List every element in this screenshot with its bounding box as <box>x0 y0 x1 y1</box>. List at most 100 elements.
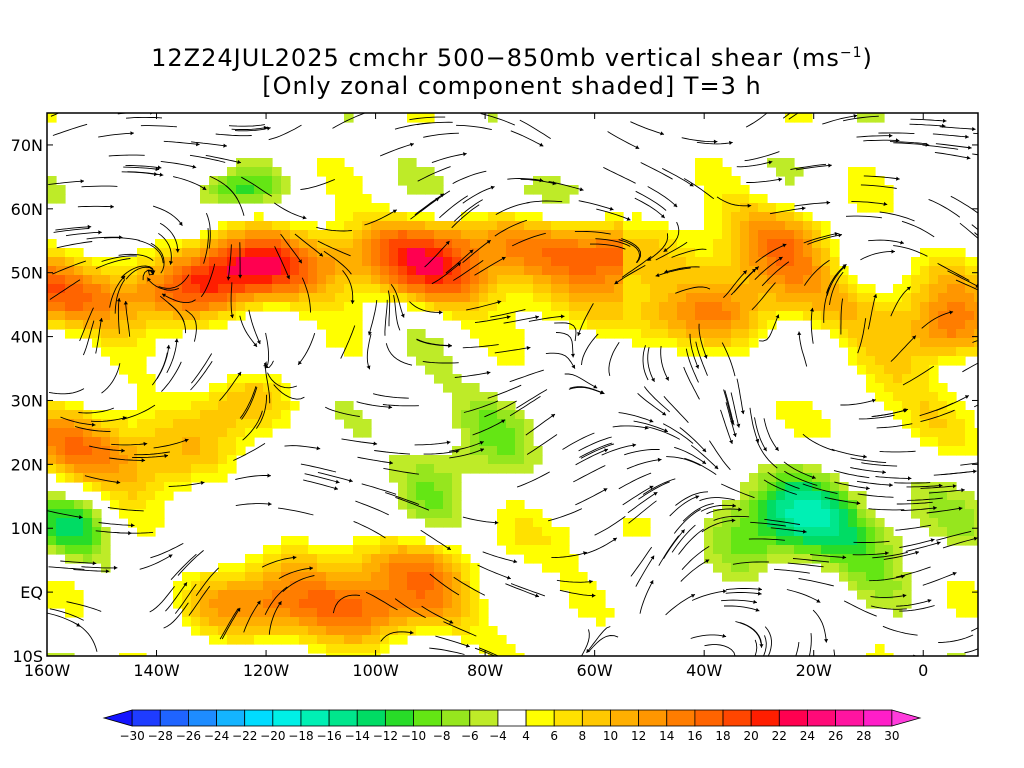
streamline <box>161 361 182 392</box>
streamline-arrowhead <box>811 475 816 480</box>
shade-cell <box>290 284 300 294</box>
shade-cell <box>893 590 903 600</box>
streamline <box>548 180 584 191</box>
streamline-arrowhead <box>373 441 378 446</box>
shade-cell <box>362 194 372 204</box>
shade-cell <box>929 284 939 294</box>
shade-cell <box>614 284 624 294</box>
shade-cell <box>803 482 813 492</box>
shade-cell <box>920 410 930 420</box>
shade-cell <box>857 590 867 600</box>
shade-cell <box>695 230 705 240</box>
shade-cell <box>794 419 804 429</box>
shade-cell <box>416 275 426 285</box>
streamline-arrowhead <box>738 507 742 512</box>
streamline-arrowhead <box>226 276 231 281</box>
shade-cell <box>677 248 687 258</box>
shade-cell <box>794 527 804 537</box>
shade-cell <box>911 320 921 330</box>
shade-cell <box>812 293 822 303</box>
shade-cell <box>470 293 480 303</box>
shade-cell <box>893 356 903 366</box>
shade-cell <box>560 545 570 555</box>
shade-cell <box>353 293 363 303</box>
shade-cell <box>920 302 930 312</box>
shade-cell <box>326 338 336 348</box>
shade-cell <box>515 329 525 339</box>
shade-cell <box>632 275 642 285</box>
shade-cell <box>533 185 543 195</box>
shade-cell <box>929 329 939 339</box>
shade-cell <box>245 383 255 393</box>
shade-cell <box>497 320 507 330</box>
streamline <box>575 448 609 466</box>
shade-cell <box>956 338 966 348</box>
streamline <box>934 151 971 159</box>
shade-cell <box>731 527 741 537</box>
shade-cell <box>416 248 426 258</box>
shade-cell <box>785 311 795 321</box>
shade-cell <box>515 509 525 519</box>
streamline-arrowhead <box>747 203 752 208</box>
streamline <box>422 360 459 364</box>
streamline <box>420 529 452 551</box>
shade-cell <box>704 545 714 555</box>
shade-cell <box>146 482 156 492</box>
shade-cell <box>272 185 282 195</box>
shade-cell <box>479 230 489 240</box>
shade-cell <box>461 464 471 474</box>
shade-cell <box>371 590 381 600</box>
shade-cell <box>110 329 120 339</box>
shade-cell <box>47 527 57 537</box>
shade-cell <box>191 455 201 465</box>
shade-cell <box>767 482 777 492</box>
shade-cell <box>848 491 858 501</box>
shade-cell <box>452 383 462 393</box>
shade-cell <box>848 329 858 339</box>
shade-cell <box>803 410 813 420</box>
shade-cell <box>227 383 237 393</box>
shade-cell <box>119 338 129 348</box>
shade-cell <box>263 230 273 240</box>
shade-cell <box>218 401 228 411</box>
streamline <box>637 392 667 416</box>
shade-cell <box>434 284 444 294</box>
shade-cell <box>569 230 579 240</box>
shade-cell <box>416 572 426 582</box>
shade-cell <box>191 392 201 402</box>
shade-cell <box>443 293 453 303</box>
shade-cell <box>281 536 291 546</box>
streamline <box>932 133 969 138</box>
streamline <box>868 508 905 511</box>
shade-cell <box>56 473 66 483</box>
lon-label: 140W <box>133 661 180 680</box>
streamline-arrowhead <box>990 355 994 359</box>
shade-cell <box>758 545 768 555</box>
shade-cell <box>110 302 120 312</box>
streamline <box>168 302 187 334</box>
shade-cell <box>425 617 435 627</box>
shade-cell <box>713 545 723 555</box>
shade-cell <box>776 230 786 240</box>
shade-cell <box>677 257 687 267</box>
shade-cell <box>164 320 174 330</box>
shade-cell <box>119 329 129 339</box>
streamline-arrowhead <box>445 241 450 245</box>
shade-cell <box>956 419 966 429</box>
shade-cell <box>263 617 273 627</box>
shade-cell <box>794 230 804 240</box>
shade-cell <box>452 392 462 402</box>
shade-cell <box>245 194 255 204</box>
shade-cell <box>578 248 588 258</box>
shade-cell <box>74 257 84 267</box>
shade-cell <box>821 500 831 510</box>
shade-cell <box>182 302 192 312</box>
shade-cell <box>542 239 552 249</box>
streamline-arrowhead <box>116 480 121 485</box>
shade-cell <box>200 302 210 312</box>
shade-cell <box>434 230 444 240</box>
shade-cell <box>470 311 480 321</box>
shade-cell <box>326 167 336 177</box>
shade-cell <box>776 158 786 168</box>
shade-cell <box>326 320 336 330</box>
